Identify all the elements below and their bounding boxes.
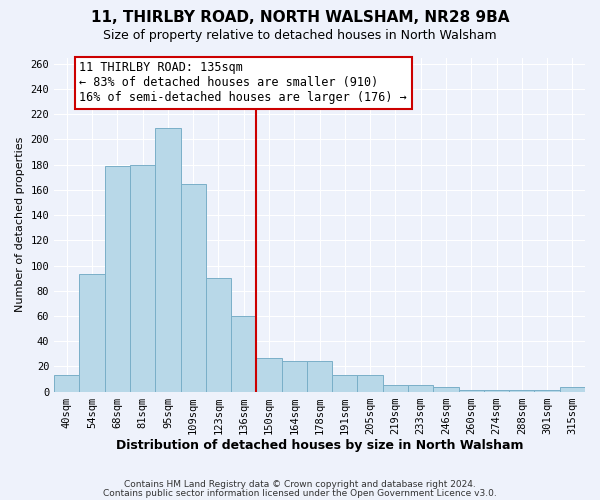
Bar <box>560 386 585 392</box>
Text: Contains public sector information licensed under the Open Government Licence v3: Contains public sector information licen… <box>103 489 497 498</box>
Y-axis label: Number of detached properties: Number of detached properties <box>15 137 25 312</box>
Bar <box>332 375 358 392</box>
Bar <box>130 164 155 392</box>
Text: Contains HM Land Registry data © Crown copyright and database right 2024.: Contains HM Land Registry data © Crown c… <box>124 480 476 489</box>
Bar <box>408 386 433 392</box>
X-axis label: Distribution of detached houses by size in North Walsham: Distribution of detached houses by size … <box>116 440 523 452</box>
Bar <box>256 358 281 392</box>
Bar <box>433 386 458 392</box>
Bar <box>181 184 206 392</box>
Bar <box>79 274 105 392</box>
Bar <box>307 362 332 392</box>
Text: Size of property relative to detached houses in North Walsham: Size of property relative to detached ho… <box>103 29 497 42</box>
Bar <box>535 390 560 392</box>
Bar <box>155 128 181 392</box>
Text: 11 THIRLBY ROAD: 135sqm
← 83% of detached houses are smaller (910)
16% of semi-d: 11 THIRLBY ROAD: 135sqm ← 83% of detache… <box>79 62 407 104</box>
Bar <box>484 390 509 392</box>
Bar <box>281 362 307 392</box>
Bar <box>358 375 383 392</box>
Bar <box>206 278 231 392</box>
Bar <box>54 375 79 392</box>
Bar <box>383 386 408 392</box>
Bar <box>105 166 130 392</box>
Bar <box>458 390 484 392</box>
Text: 11, THIRLBY ROAD, NORTH WALSHAM, NR28 9BA: 11, THIRLBY ROAD, NORTH WALSHAM, NR28 9B… <box>91 10 509 25</box>
Bar <box>231 316 256 392</box>
Bar <box>509 390 535 392</box>
